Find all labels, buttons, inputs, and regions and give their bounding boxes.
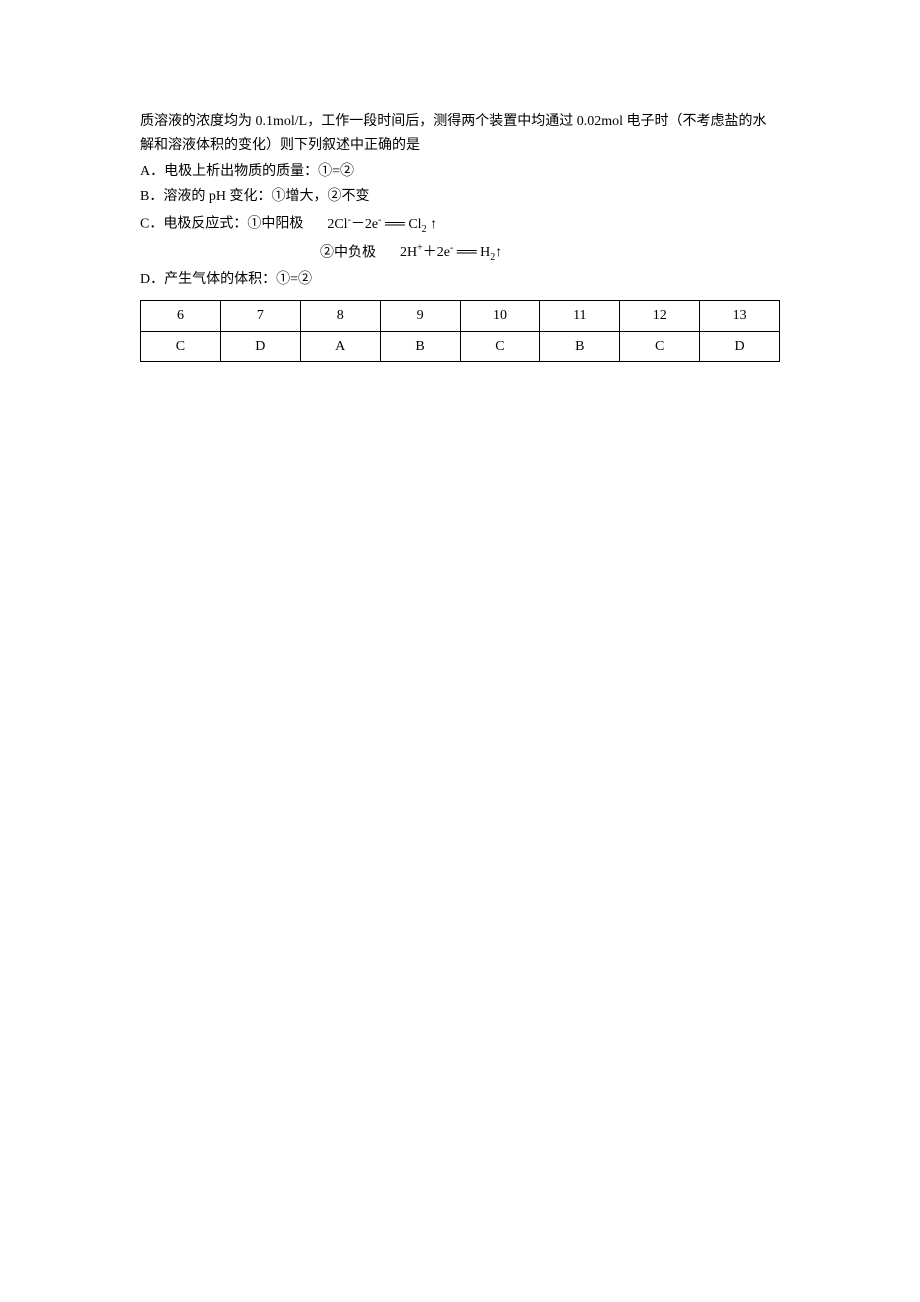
header-cell: 10 bbox=[460, 300, 540, 331]
answer-cell: C bbox=[141, 331, 221, 362]
header-cell: 11 bbox=[540, 300, 620, 331]
option-d: D．产生气体的体积：①=② bbox=[140, 268, 780, 292]
table-header-row: 6 7 8 9 10 11 12 13 bbox=[141, 300, 780, 331]
option-a: A．电极上析出物质的质量：①=② bbox=[140, 160, 780, 184]
header-cell: 13 bbox=[700, 300, 780, 331]
answer-cell: B bbox=[380, 331, 460, 362]
formula-2: 2H+＋2e- ══ H2↑ bbox=[400, 245, 502, 260]
context-paragraph: 质溶液的浓度均为 0.1mol/L，工作一段时间后，测得两个装置中均通过 0.0… bbox=[140, 110, 780, 158]
answer-cell: B bbox=[540, 331, 620, 362]
answer-cell: C bbox=[460, 331, 540, 362]
answer-cell: C bbox=[620, 331, 700, 362]
option-c-line2: ②中负极 2H+＋2e- ══ H2↑ bbox=[140, 240, 780, 266]
header-cell: 9 bbox=[380, 300, 460, 331]
header-cell: 12 bbox=[620, 300, 700, 331]
option-c-sub-prefix: ②中负极 bbox=[320, 245, 376, 260]
header-cell: 7 bbox=[220, 300, 300, 331]
answer-cell: D bbox=[220, 331, 300, 362]
option-b: B．溶液的 pH 变化：①增大，②不变 bbox=[140, 185, 780, 209]
header-cell: 8 bbox=[300, 300, 380, 331]
formula-1: 2Cl-－2e- ══ Cl2 ↑ bbox=[327, 217, 437, 232]
option-c-line1: C．电极反应式：①中阳极 2Cl-－2e- ══ Cl2 ↑ bbox=[140, 211, 780, 237]
answer-cell: A bbox=[300, 331, 380, 362]
option-c-prefix: C．电极反应式：①中阳极 bbox=[140, 217, 303, 232]
table-answer-row: C D A B C B C D bbox=[141, 331, 780, 362]
answer-table: 6 7 8 9 10 11 12 13 C D A B C B C D bbox=[140, 300, 780, 363]
header-cell: 6 bbox=[141, 300, 221, 331]
answer-cell: D bbox=[700, 331, 780, 362]
